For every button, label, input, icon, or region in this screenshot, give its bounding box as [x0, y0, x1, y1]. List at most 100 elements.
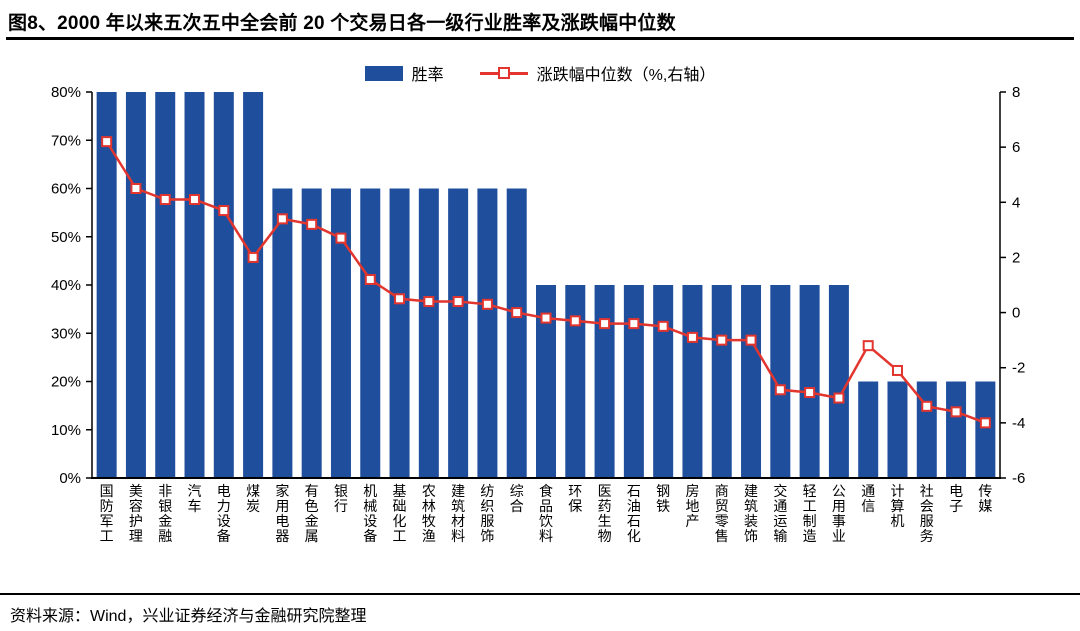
bar [389, 188, 410, 478]
x-category-label: 家用电器 [275, 483, 289, 544]
bar [828, 285, 849, 478]
right-axis-tick-label: 0 [1012, 305, 1020, 322]
bar [184, 92, 205, 478]
bar [858, 381, 879, 478]
bar [975, 381, 996, 478]
line-marker [423, 296, 435, 308]
left-axis-tick-label: 30% [51, 325, 81, 342]
line-marker [950, 406, 962, 418]
bar [536, 285, 556, 478]
chart-svg: 0% 10% 20% 30% 40% 50% 60% 70% 80% -6 -4 -2 0 2 4 6 8 国防军… [51, 84, 1025, 544]
bar [360, 188, 381, 478]
bar [653, 285, 674, 478]
line-marker [452, 296, 464, 308]
x-category-label: 银行 [334, 483, 348, 514]
bar [770, 285, 791, 478]
left-axis-tick-label: 80% [51, 84, 81, 101]
bar [448, 188, 469, 478]
bar [243, 92, 264, 478]
x-category-label: 纺织服饰 [480, 483, 494, 544]
line-marker [921, 400, 933, 412]
x-category-label: 社会服务 [920, 483, 934, 544]
bar [418, 188, 439, 478]
left-axis-tick-label: 20% [51, 374, 81, 391]
x-category-label: 汽车 [188, 483, 202, 514]
line-marker [862, 340, 874, 352]
bar [272, 188, 293, 478]
line-marker [218, 205, 230, 217]
source-text: 资料来源：Wind，兴业证券经济与金融研究院整理 [10, 608, 367, 625]
x-category-label: 公用事业 [832, 483, 846, 544]
line-marker [628, 318, 640, 330]
bar [682, 285, 703, 478]
x-category-label: 国防军工 [100, 483, 114, 544]
line-marker [364, 273, 376, 285]
x-category-label: 电子 [949, 483, 963, 514]
chart-legend: 胜率 涨跌幅中位数（%,右轴） [0, 61, 1080, 85]
title-underline [6, 37, 1074, 40]
left-axis-tick-label: 50% [51, 229, 81, 246]
x-category-label: 机械设备 [363, 483, 377, 544]
x-category-label: 石油石化 [627, 483, 641, 544]
line-marker [804, 387, 816, 399]
x-category-label: 环保 [568, 483, 582, 514]
left-axis-tick-label: 40% [51, 277, 81, 294]
bar [506, 188, 527, 478]
line-marker [686, 331, 698, 343]
bar [477, 188, 498, 478]
chart-title: 图8、2000 年以来五次五中全会前 20 个交易日各一级行业胜率及涨跌幅中位数 [8, 13, 676, 34]
right-axis-tick-label: -6 [1012, 470, 1025, 487]
line-marker [276, 213, 288, 225]
x-category-label: 商贸零售 [715, 483, 729, 544]
x-category-label: 非银金融 [158, 483, 172, 544]
line-marker [745, 334, 757, 346]
bar [741, 285, 762, 478]
bar [799, 285, 820, 478]
x-category-label: 有色金属 [305, 483, 319, 544]
line-marker [394, 293, 406, 305]
line-marker [101, 136, 113, 148]
line-marker [891, 364, 903, 376]
x-category-label: 房地产 [685, 483, 699, 529]
x-category-label: 建筑装饰 [744, 483, 758, 544]
line-marker [481, 298, 493, 310]
line-marker [306, 218, 318, 230]
bar [711, 285, 732, 478]
bar [594, 285, 615, 478]
line-marker [540, 312, 552, 324]
bar [887, 381, 908, 478]
chart-area: 0% 10% 20% 30% 40% 50% 60% 70% 80% -6 -4 -2 0 2 4 6 8 国防军… [0, 45, 1080, 590]
line-marker [979, 417, 991, 429]
right-axis-tick-label: -2 [1012, 360, 1025, 377]
right-axis-tick-label: 2 [1012, 249, 1020, 266]
x-category-label: 综合 [510, 483, 524, 514]
line-marker [833, 392, 845, 404]
x-category-label: 建筑材料 [451, 483, 465, 544]
line-marker [159, 194, 171, 206]
x-category-label: 基础化工 [393, 483, 407, 544]
left-axis-tick-label: 0% [59, 470, 81, 487]
bar [565, 285, 586, 478]
line-marker [189, 194, 201, 206]
x-category-label: 计算机 [890, 483, 904, 529]
x-category-label: 医药生物 [598, 483, 612, 544]
left-axis-tick-label: 60% [51, 181, 81, 198]
line-marker-icon [497, 67, 510, 79]
bar [96, 92, 117, 478]
left-axis-tick-label: 70% [51, 132, 81, 149]
x-category-label: 食品饮料 [539, 483, 553, 544]
source-divider [0, 593, 1080, 595]
x-category-label: 美容护理 [129, 483, 143, 544]
line-series-label: 涨跌幅中位数（%,右轴） [536, 67, 716, 84]
legend-item-line: 涨跌幅中位数（%,右轴） [479, 61, 716, 85]
x-category-label: 农林牧渔 [422, 483, 436, 544]
x-category-label: 轻工制造 [803, 483, 817, 544]
x-category-label: 传媒 [978, 483, 992, 514]
x-category-label: 通信 [861, 483, 875, 514]
legend-item-bar: 胜率 [364, 61, 444, 85]
line-marker [657, 320, 669, 332]
x-category-label: 交通运输 [773, 483, 787, 544]
line-marker [130, 183, 142, 194]
bar [125, 92, 146, 478]
left-axis-tick-label: 10% [51, 422, 81, 439]
